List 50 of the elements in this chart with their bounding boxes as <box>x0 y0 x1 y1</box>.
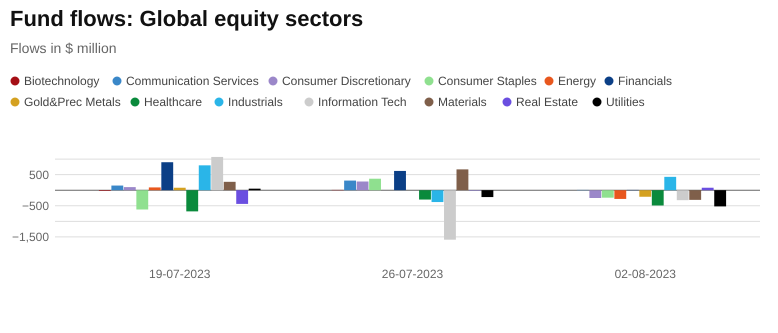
bar <box>111 186 124 190</box>
bar <box>174 188 186 190</box>
y-tick-label: −500 <box>22 198 50 213</box>
bar <box>124 187 136 190</box>
bar <box>689 190 702 200</box>
y-tick-label: −1,500 <box>12 230 50 244</box>
bar <box>652 190 664 206</box>
legend-label: Consumer Discretionary <box>282 74 411 88</box>
legend-label: Materials <box>438 95 487 109</box>
bar <box>432 190 444 202</box>
bar <box>481 190 494 198</box>
bar <box>136 190 148 210</box>
y-tick-label: 500 <box>28 168 50 182</box>
bar <box>714 190 726 206</box>
bar <box>456 169 468 190</box>
bar <box>344 180 356 190</box>
bar <box>394 170 406 190</box>
bar <box>356 182 368 190</box>
bar <box>369 178 381 190</box>
bar <box>236 190 248 204</box>
legend-label: Industrials <box>228 95 283 109</box>
chart-title: Fund flows: Global equity sectors <box>10 6 364 31</box>
legend-label: Financials <box>618 74 672 88</box>
bar <box>589 190 602 198</box>
legend-label: Information Tech <box>318 95 406 109</box>
legend-label: Biotechnology <box>24 74 100 88</box>
bar <box>639 190 652 197</box>
bar <box>211 156 224 190</box>
legend-label: Utilities <box>606 95 645 109</box>
legend-label: Energy <box>558 74 596 88</box>
legend-label: Healthcare <box>144 95 202 109</box>
chart-subtitle: Flows in $ million <box>10 40 117 56</box>
bar <box>224 182 236 190</box>
x-tick-label: 02-08-2023 <box>614 267 676 281</box>
bar <box>161 162 174 190</box>
legend-label: Consumer Staples <box>438 74 537 88</box>
legend-label: Communication Services <box>126 74 259 88</box>
bar <box>186 190 198 212</box>
x-tick-label: 26-07-2023 <box>382 267 444 281</box>
x-tick-label: 19-07-2023 <box>149 267 211 281</box>
legend-label: Gold&Prec Metals <box>24 95 121 109</box>
legend-label: Real Estate <box>516 95 578 109</box>
bar <box>614 190 626 199</box>
bar <box>602 190 614 198</box>
bar <box>198 165 211 190</box>
bar <box>664 176 676 190</box>
bar <box>444 190 456 240</box>
bar <box>702 188 714 190</box>
bar <box>419 190 431 200</box>
bar <box>676 190 689 200</box>
